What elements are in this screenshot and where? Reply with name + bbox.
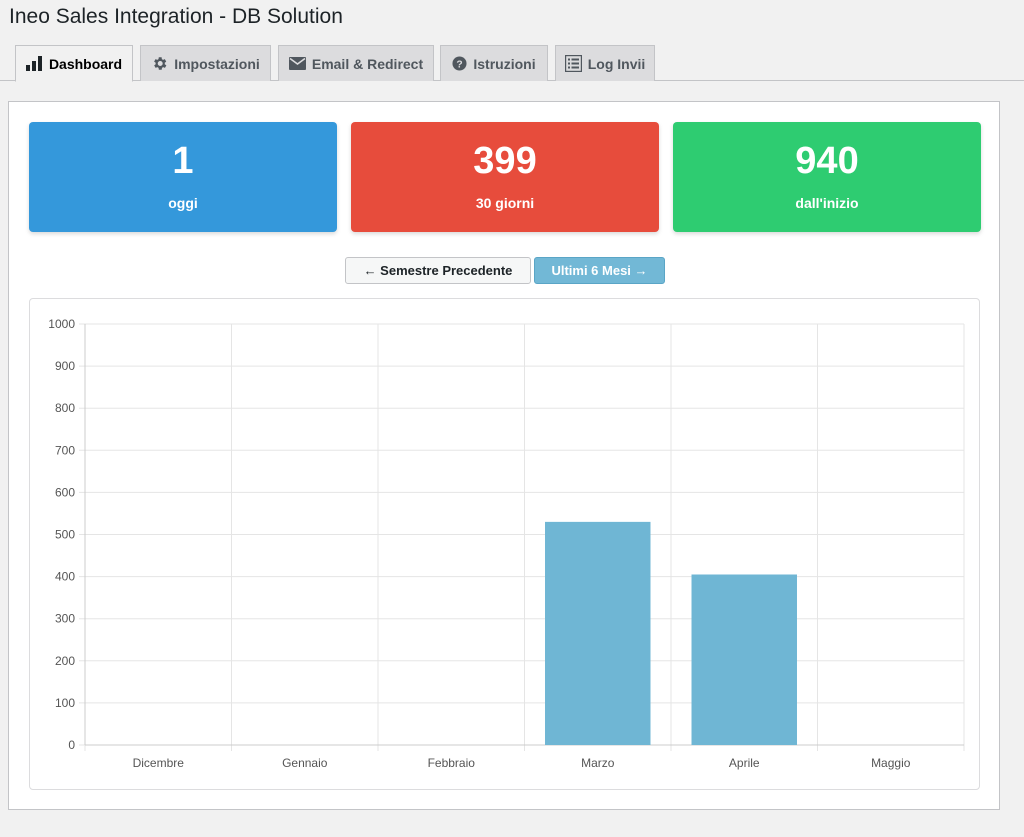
x-tick-label: Febbraio: [428, 756, 476, 770]
tab-dashboard[interactable]: Dashboard: [15, 45, 133, 82]
tab-label: Log Invii: [587, 55, 646, 72]
stat-value: 399: [473, 140, 537, 182]
question-circle-icon: ?: [452, 56, 467, 71]
stat-value: 940: [795, 140, 859, 182]
y-tick-label: 300: [55, 612, 75, 626]
bar-chart-icon: [25, 56, 43, 71]
stat-card-30-days: 399 30 giorni: [351, 122, 659, 232]
tab-email-redirect[interactable]: Email & Redirect: [278, 45, 434, 81]
x-tick-label: Aprile: [729, 756, 760, 770]
y-tick-label: 0: [68, 738, 75, 752]
y-tick-label: 100: [55, 696, 75, 710]
stat-value: 1: [172, 140, 194, 182]
tab-impostazioni[interactable]: Impostazioni: [140, 45, 271, 81]
stat-card-all-time: 940 dall'inizio: [673, 122, 981, 232]
y-tick-label: 200: [55, 654, 75, 668]
y-tick-label: 400: [55, 570, 75, 584]
gear-icon: [151, 55, 168, 72]
stat-label: oggi: [168, 195, 198, 211]
list-icon: [564, 55, 582, 72]
y-tick-label: 900: [55, 359, 75, 373]
stat-card-today: 1 oggi: [29, 122, 337, 232]
tab-label: Istruzioni: [473, 55, 536, 72]
tab-label: Impostazioni: [174, 55, 260, 72]
tab-label: Dashboard: [48, 55, 123, 72]
bar-marzo: [545, 521, 651, 745]
x-tick-label: Maggio: [871, 756, 911, 770]
svg-text:?: ?: [457, 59, 463, 70]
envelope-icon: [288, 57, 306, 70]
y-tick-label: 800: [55, 401, 75, 415]
page-title: Ineo Sales Integration - DB Solution: [9, 5, 343, 28]
tab-istruzioni[interactable]: ? Istruzioni: [440, 45, 548, 81]
previous-semester-button[interactable]: ← Semestre Precedente: [345, 257, 531, 284]
y-tick-label: 600: [55, 485, 75, 499]
stat-label: dall'inizio: [795, 195, 859, 211]
y-tick-label: 500: [55, 528, 75, 542]
tab-bar: Dashboard Impostazioni Email & Redirect …: [0, 44, 1024, 82]
y-tick-label: 1000: [48, 317, 75, 331]
stat-label: 30 giorni: [475, 195, 535, 211]
bar-chart: 0 100 200 300 400 500 600 700 800 900 1000 Dicembre…: [29, 298, 980, 790]
bar-chart-svg: 0 100 200 300 400 500 600 700 800 900 1000 Dicembre…: [48, 317, 965, 770]
y-tick-label: 700: [55, 443, 75, 457]
last-6-months-button[interactable]: Ultimi 6 Mesi →: [534, 257, 665, 284]
tab-label: Email & Redirect: [311, 55, 424, 72]
x-tick-label: Marzo: [581, 756, 615, 770]
tab-log-invii[interactable]: Log Invii: [555, 45, 655, 81]
bar-aprile: [691, 574, 797, 745]
x-tick-label: Dicembre: [133, 756, 185, 770]
dashboard-panel: 1 oggi 399 30 giorni 940 dall'inizio ← S…: [8, 101, 1000, 810]
x-tick-label: Gennaio: [282, 756, 328, 770]
